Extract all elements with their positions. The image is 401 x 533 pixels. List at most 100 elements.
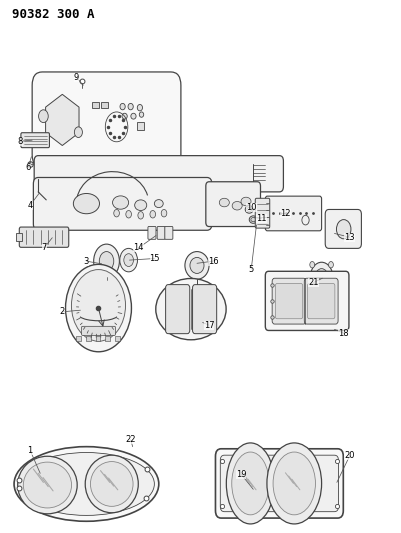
Bar xyxy=(76,336,81,341)
Text: 7: 7 xyxy=(41,244,47,252)
Ellipse shape xyxy=(128,103,133,110)
Ellipse shape xyxy=(18,456,77,514)
FancyBboxPatch shape xyxy=(32,72,180,168)
Ellipse shape xyxy=(14,447,158,521)
FancyBboxPatch shape xyxy=(265,271,348,330)
Ellipse shape xyxy=(112,196,128,209)
FancyBboxPatch shape xyxy=(307,284,334,319)
Text: 21: 21 xyxy=(308,278,318,287)
FancyBboxPatch shape xyxy=(81,326,115,335)
FancyBboxPatch shape xyxy=(215,449,342,518)
Text: 17: 17 xyxy=(203,321,214,329)
Text: 19: 19 xyxy=(235,470,246,479)
Ellipse shape xyxy=(154,199,163,207)
Text: 5: 5 xyxy=(248,265,253,273)
Circle shape xyxy=(71,270,125,341)
Bar xyxy=(92,102,99,108)
FancyBboxPatch shape xyxy=(148,227,156,239)
Text: 2: 2 xyxy=(59,308,65,316)
Ellipse shape xyxy=(246,207,251,212)
FancyBboxPatch shape xyxy=(255,198,269,228)
Text: 22: 22 xyxy=(125,435,136,444)
Circle shape xyxy=(99,252,113,271)
Circle shape xyxy=(310,262,332,292)
Text: 1: 1 xyxy=(27,446,33,455)
Ellipse shape xyxy=(134,200,146,211)
FancyBboxPatch shape xyxy=(165,285,189,334)
Polygon shape xyxy=(45,94,79,146)
Circle shape xyxy=(103,277,109,286)
Ellipse shape xyxy=(139,112,144,117)
Ellipse shape xyxy=(18,453,154,515)
FancyBboxPatch shape xyxy=(265,196,321,231)
Text: 12: 12 xyxy=(279,209,290,217)
Text: 10: 10 xyxy=(245,204,256,212)
Ellipse shape xyxy=(241,197,250,206)
Text: 6: 6 xyxy=(25,164,31,172)
Bar xyxy=(86,336,91,341)
Ellipse shape xyxy=(156,278,225,340)
FancyBboxPatch shape xyxy=(304,278,337,324)
Ellipse shape xyxy=(23,462,71,508)
Ellipse shape xyxy=(226,443,274,524)
Ellipse shape xyxy=(90,462,133,506)
FancyBboxPatch shape xyxy=(164,227,172,239)
Circle shape xyxy=(124,254,133,266)
Text: 13: 13 xyxy=(344,233,354,241)
Circle shape xyxy=(328,262,332,268)
Text: 8: 8 xyxy=(17,137,23,146)
Ellipse shape xyxy=(249,216,257,223)
Circle shape xyxy=(126,211,131,218)
Bar xyxy=(16,233,22,241)
Text: 15: 15 xyxy=(149,254,160,263)
Ellipse shape xyxy=(266,443,321,524)
Ellipse shape xyxy=(85,455,138,513)
Text: 20: 20 xyxy=(344,451,354,460)
Text: 18: 18 xyxy=(338,329,348,337)
FancyBboxPatch shape xyxy=(271,278,305,324)
Circle shape xyxy=(314,269,327,286)
FancyBboxPatch shape xyxy=(157,227,165,239)
Bar xyxy=(136,122,144,130)
FancyBboxPatch shape xyxy=(21,133,49,148)
FancyBboxPatch shape xyxy=(34,156,283,192)
Ellipse shape xyxy=(184,252,209,279)
Ellipse shape xyxy=(122,113,127,119)
Circle shape xyxy=(38,110,48,123)
Ellipse shape xyxy=(131,113,136,119)
Circle shape xyxy=(336,220,350,239)
Ellipse shape xyxy=(250,217,255,222)
Bar xyxy=(115,336,119,341)
Text: 11: 11 xyxy=(255,214,266,223)
Circle shape xyxy=(138,212,143,219)
Ellipse shape xyxy=(137,104,142,111)
FancyBboxPatch shape xyxy=(275,284,302,319)
Ellipse shape xyxy=(219,198,229,207)
Circle shape xyxy=(65,264,131,352)
Bar xyxy=(105,336,110,341)
Circle shape xyxy=(93,244,119,278)
FancyBboxPatch shape xyxy=(220,455,338,512)
Circle shape xyxy=(150,211,155,218)
Circle shape xyxy=(309,286,314,293)
Circle shape xyxy=(119,248,137,272)
FancyBboxPatch shape xyxy=(324,209,360,248)
Circle shape xyxy=(161,209,166,217)
Text: 4: 4 xyxy=(27,201,33,209)
Ellipse shape xyxy=(231,201,241,210)
Text: 3: 3 xyxy=(83,257,89,265)
Ellipse shape xyxy=(231,452,269,515)
Ellipse shape xyxy=(189,257,203,273)
Ellipse shape xyxy=(272,452,315,515)
Bar xyxy=(95,336,100,341)
FancyBboxPatch shape xyxy=(33,177,211,230)
Text: 16: 16 xyxy=(207,257,218,265)
FancyBboxPatch shape xyxy=(19,227,69,247)
Text: 14: 14 xyxy=(133,244,144,252)
Circle shape xyxy=(113,209,119,217)
Ellipse shape xyxy=(245,206,253,213)
Ellipse shape xyxy=(73,193,99,214)
Ellipse shape xyxy=(119,103,125,110)
FancyBboxPatch shape xyxy=(192,285,216,334)
Circle shape xyxy=(309,262,314,268)
